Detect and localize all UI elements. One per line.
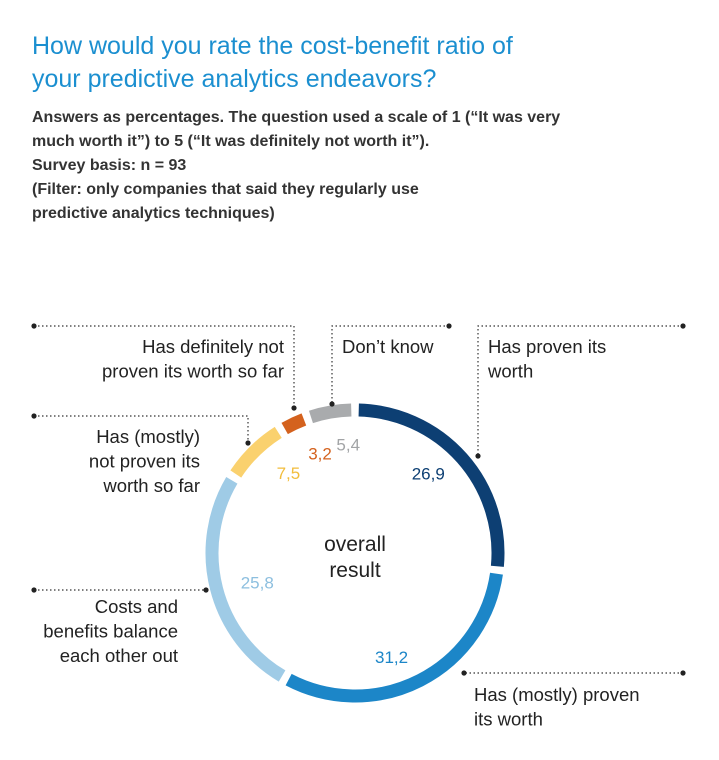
leader-dot-1-1 bbox=[461, 670, 467, 676]
ring-segment-2 bbox=[205, 477, 286, 682]
category-label-4-line-2: proven its worth so far bbox=[102, 361, 284, 382]
leader-line-5 bbox=[331, 325, 449, 404]
category-label-2-line-2: benefits balance bbox=[43, 621, 178, 642]
category-label-3-line-2: not proven its bbox=[89, 451, 200, 472]
center-label-line-2: result bbox=[329, 559, 381, 582]
leader-dot-1-0 bbox=[680, 670, 686, 676]
category-label-0-line-1: Has proven its bbox=[488, 336, 606, 357]
ring-segment-5 bbox=[308, 403, 352, 424]
value-label-4: 3,2 bbox=[308, 445, 332, 464]
leader-dot-2-1 bbox=[203, 587, 209, 593]
leader-line-3 bbox=[34, 415, 249, 443]
title-line-2: your predictive analytics endeavors? bbox=[32, 65, 437, 93]
value-label-2: 25,8 bbox=[241, 573, 274, 592]
subtitle-line-3: Survey basis: n = 93 bbox=[32, 157, 187, 174]
category-label-2-line-1: Costs and bbox=[95, 596, 178, 617]
category-label-1-line-2: its worth bbox=[474, 709, 543, 730]
category-label-3-line-1: Has (mostly) bbox=[96, 426, 200, 447]
subtitle-line-2: much worth it”) to 5 (“It was definitely… bbox=[32, 133, 430, 150]
ring-segment-0 bbox=[358, 403, 505, 567]
title-line-1: How would you rate the cost-benefit rati… bbox=[32, 32, 513, 60]
leader-dot-0-0 bbox=[680, 323, 686, 329]
chart-subtitle: Answers as percentages. The question use… bbox=[32, 106, 672, 226]
leader-line-0 bbox=[477, 325, 683, 456]
ring-segment-3 bbox=[230, 426, 282, 478]
category-label-4-line-1: Has definitely not bbox=[142, 336, 284, 357]
leader-dot-5-1 bbox=[329, 401, 335, 407]
category-label-3-line-3: worth so far bbox=[102, 475, 200, 496]
category-label-0-line-2: worth bbox=[487, 361, 533, 382]
value-label-3: 7,5 bbox=[277, 464, 301, 483]
subtitle-line-4: (Filter: only companies that said they r… bbox=[32, 181, 419, 198]
leader-dot-4-1 bbox=[291, 405, 297, 411]
ring-segment-4 bbox=[281, 413, 307, 435]
value-label-0: 26,9 bbox=[412, 464, 445, 483]
leader-dot-0-1 bbox=[475, 453, 481, 459]
leader-dot-3-0 bbox=[31, 413, 37, 419]
subtitle-line-1: Answers as percentages. The question use… bbox=[32, 109, 561, 126]
leader-line-4 bbox=[34, 325, 295, 408]
leader-dot-2-0 bbox=[31, 587, 37, 593]
value-label-5: 5,4 bbox=[336, 436, 360, 455]
category-label-5-line-1: Don’t know bbox=[342, 336, 434, 357]
leader-dot-3-1 bbox=[245, 440, 251, 446]
value-label-1: 31,2 bbox=[375, 648, 408, 667]
subtitle-line-5: predictive analytics techniques) bbox=[32, 205, 275, 222]
ring-segment-1 bbox=[285, 572, 503, 703]
category-label-1-line-1: Has (mostly) proven bbox=[474, 684, 640, 705]
leader-dot-4-0 bbox=[31, 323, 37, 329]
leader-dot-5-0 bbox=[446, 323, 452, 329]
chart-title: How would you rate the cost-benefit rati… bbox=[32, 30, 672, 96]
center-label-line-1: overall bbox=[324, 533, 386, 556]
category-label-2-line-3: each other out bbox=[60, 645, 178, 666]
